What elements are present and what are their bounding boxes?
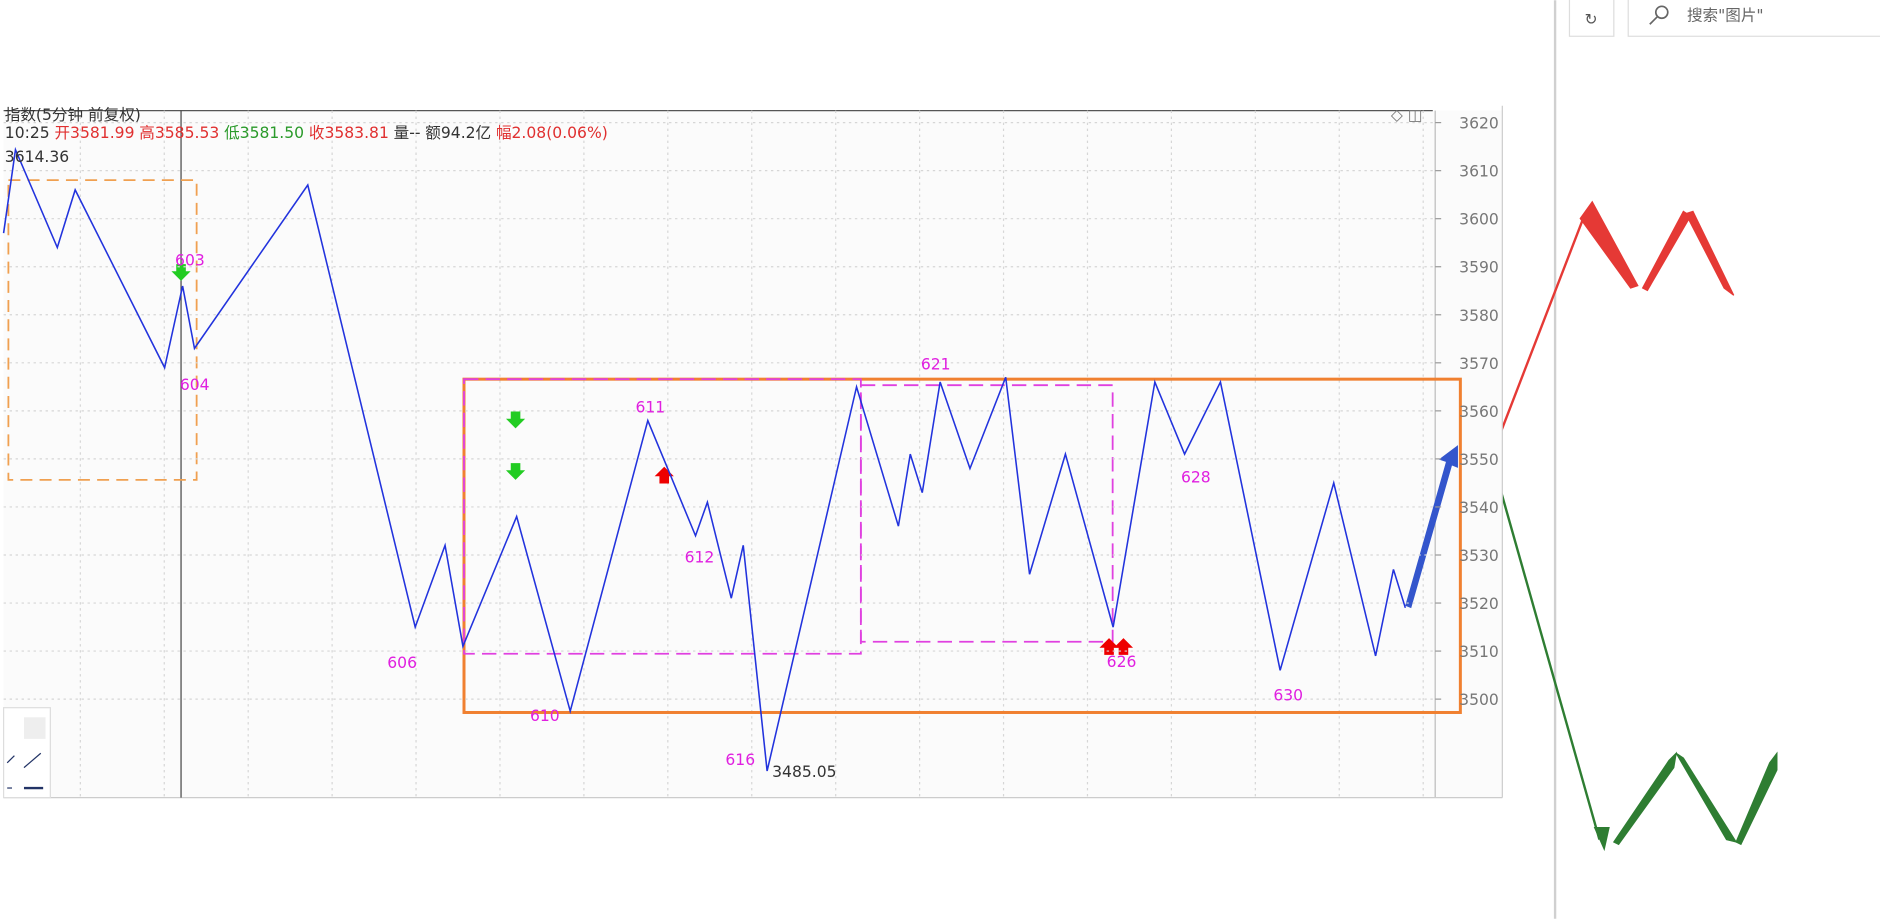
- y-tick-label: 3610: [1459, 163, 1499, 181]
- annotation: 610: [530, 707, 560, 725]
- y-tick-label: 3520: [1459, 595, 1499, 613]
- y-tick-label: 3550: [1459, 451, 1499, 469]
- info-line: 10:25 开3581.99 高3585.53 低3581.50 收3583.81 量--…: [5, 124, 608, 142]
- y-tick-label: 3530: [1459, 547, 1499, 565]
- refresh-button[interactable]: [1568, 0, 1615, 37]
- red-arrows: [1492, 200, 1735, 451]
- range-box: [859, 384, 1114, 643]
- annotation: 630: [1273, 686, 1303, 704]
- zigzag-line: [2, 146, 1407, 772]
- y-tick-label: 3620: [1459, 115, 1499, 133]
- y-tick-label: 3510: [1459, 643, 1499, 661]
- annotation: 621: [921, 356, 951, 374]
- info-item: 开3581.99: [54, 124, 134, 142]
- annotation: 603: [175, 251, 205, 269]
- annotation: 616: [725, 751, 755, 769]
- annotation: 626: [1107, 653, 1137, 671]
- search-box[interactable]: [1627, 0, 1880, 37]
- search-icon: [1649, 16, 1658, 25]
- info-item: 幅2.08(0.06%): [496, 124, 608, 142]
- tool-panel: [2, 707, 51, 799]
- chart-icon[interactable]: ◇ ◫: [1391, 106, 1423, 124]
- annotation: 628: [1181, 468, 1211, 486]
- info-item: 低3581.50: [224, 124, 304, 142]
- y-tick-label: 3540: [1459, 499, 1499, 517]
- refresh-icon: ↻: [1585, 10, 1598, 28]
- range-box: [7, 179, 198, 481]
- y-tick-label: 3560: [1459, 403, 1499, 421]
- info-item: 10:25: [5, 124, 50, 142]
- annotation: 3485.05: [772, 763, 836, 781]
- search-icon: [1654, 5, 1669, 20]
- chart-title: 指数(5分钟 前复权): [5, 106, 141, 124]
- vertical-grid: [79, 110, 1424, 798]
- range-box: [463, 378, 862, 655]
- trend-arrow: [1405, 445, 1458, 609]
- annotation: 611: [635, 399, 665, 417]
- annotation: 3614.36: [5, 148, 69, 166]
- annotation: 606: [387, 654, 417, 672]
- green-arrows: [1499, 491, 1778, 852]
- chart-area: [3, 110, 1503, 798]
- info-item: 额94.2亿: [425, 124, 491, 142]
- y-tick-label: 3570: [1459, 355, 1499, 373]
- y-tick-label: 3580: [1459, 307, 1499, 325]
- info-item: 量--: [394, 124, 421, 142]
- info-item: 高3585.53: [139, 124, 219, 142]
- y-tick-label: 3500: [1459, 691, 1499, 709]
- y-tick-label: 3600: [1459, 211, 1499, 229]
- search-placeholder: 搜索"图片": [1687, 7, 1764, 25]
- y-tick-label: 3590: [1459, 259, 1499, 277]
- annotation: 604: [180, 376, 210, 394]
- annotation: 612: [685, 549, 715, 567]
- info-item: 收3583.81: [309, 124, 389, 142]
